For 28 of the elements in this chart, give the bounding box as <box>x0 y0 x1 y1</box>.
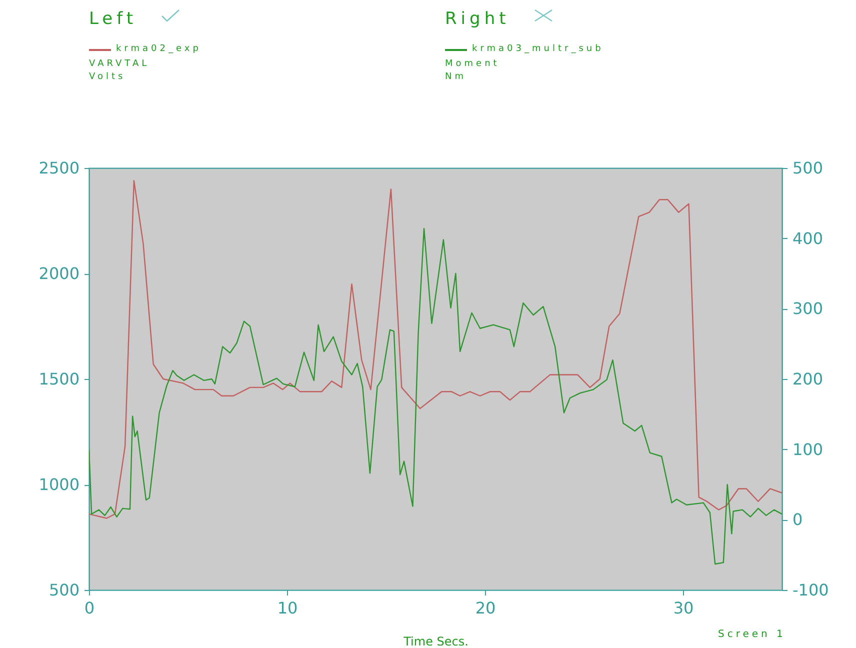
legend-label: krma02_exp <box>116 44 202 55</box>
line-series <box>89 228 782 565</box>
line-series <box>89 180 782 519</box>
y-tick-label: 1500 <box>38 370 80 388</box>
text: VARVTAL <box>89 59 150 70</box>
y2-tick-label: 100 <box>792 440 824 459</box>
y-tick-label: 500 <box>48 580 80 600</box>
x-axis-title: Time Secs. <box>402 634 468 648</box>
text: Screen 1 <box>718 629 786 640</box>
y-tick-label: 2500 <box>38 158 80 178</box>
y2-tick-label: 400 <box>792 228 824 248</box>
y2-tick-label: 300 <box>792 299 824 318</box>
text: Moment <box>445 59 500 70</box>
x-tick-label: 20 <box>475 598 496 618</box>
text: Left <box>89 9 137 29</box>
text: Nm <box>445 72 466 83</box>
y2-tick-label: 0 <box>792 510 803 530</box>
y-tick-label: 2000 <box>38 264 80 283</box>
legend-label: krma03_multr_sub <box>472 44 604 55</box>
y-tick-label: 1000 <box>38 475 80 494</box>
y2-tick-label: 500 <box>792 158 824 178</box>
y2-tick-label: 200 <box>792 370 824 388</box>
x-tick-label: 10 <box>277 598 298 618</box>
text: Right <box>445 9 510 29</box>
y2-tick-label: -100 <box>792 580 829 600</box>
x-tick-label: 30 <box>673 598 694 618</box>
text: Volts <box>89 72 126 83</box>
x-tick-label: 0 <box>84 598 95 618</box>
